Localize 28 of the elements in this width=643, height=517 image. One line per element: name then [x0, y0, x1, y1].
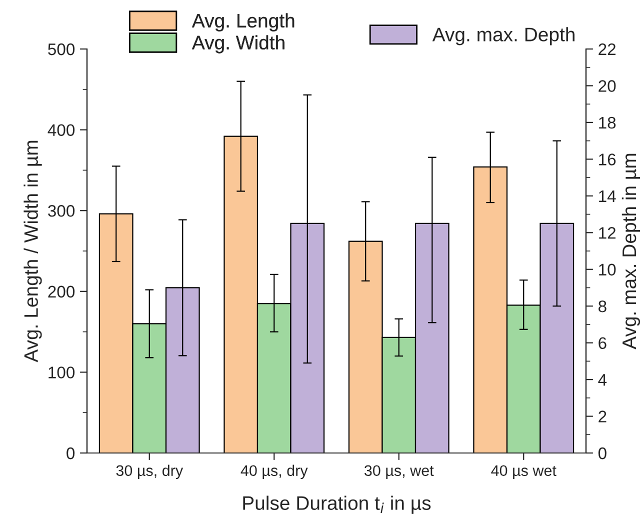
y2-tick-label: 12: [599, 227, 616, 239]
y2-tick-label: 2: [598, 410, 606, 422]
y2-tick-label: 14: [599, 190, 616, 202]
legend-label: Avg. Width: [192, 35, 284, 54]
y2-tick-label: 20: [598, 80, 616, 92]
legend-label: Avg. Length: [192, 13, 294, 32]
y2-tick-label: 4: [598, 374, 607, 386]
y-axis-title: Avg. Length / Width in µm: [24, 140, 42, 362]
x-axis-title: Pulse Duration t$_{i}$ in µs: [243, 496, 431, 514]
y2-tick-label: 0: [598, 447, 606, 460]
y-tick-label: 500: [48, 43, 75, 56]
y2-tick-label: 8: [598, 300, 606, 312]
legend-label: Avg. max. Depth: [432, 27, 574, 46]
y2-tick-label: 22: [598, 43, 616, 56]
y-tick-label: 400: [48, 124, 75, 136]
y-tick-label: 300: [48, 205, 75, 217]
x-tick-label: 40 µs, dry: [240, 464, 308, 480]
x-tick-label: 30 µs, wet: [364, 465, 434, 480]
y2-axis-title: Avg. max. Depth in µm: [622, 154, 640, 350]
y-tick-label: 0: [66, 447, 75, 460]
y-tick-label: 100: [48, 366, 75, 378]
y2-tick-label: 6: [598, 337, 606, 350]
x-tick-label: 40 µs wet: [491, 465, 556, 480]
y2-tick-label: 10: [599, 264, 616, 276]
x-tick-label: 30 µs, dry: [116, 464, 184, 480]
y2-tick-label: 16: [599, 154, 616, 166]
y-tick-label: 200: [48, 286, 75, 298]
y2-tick-label: 18: [599, 116, 616, 129]
